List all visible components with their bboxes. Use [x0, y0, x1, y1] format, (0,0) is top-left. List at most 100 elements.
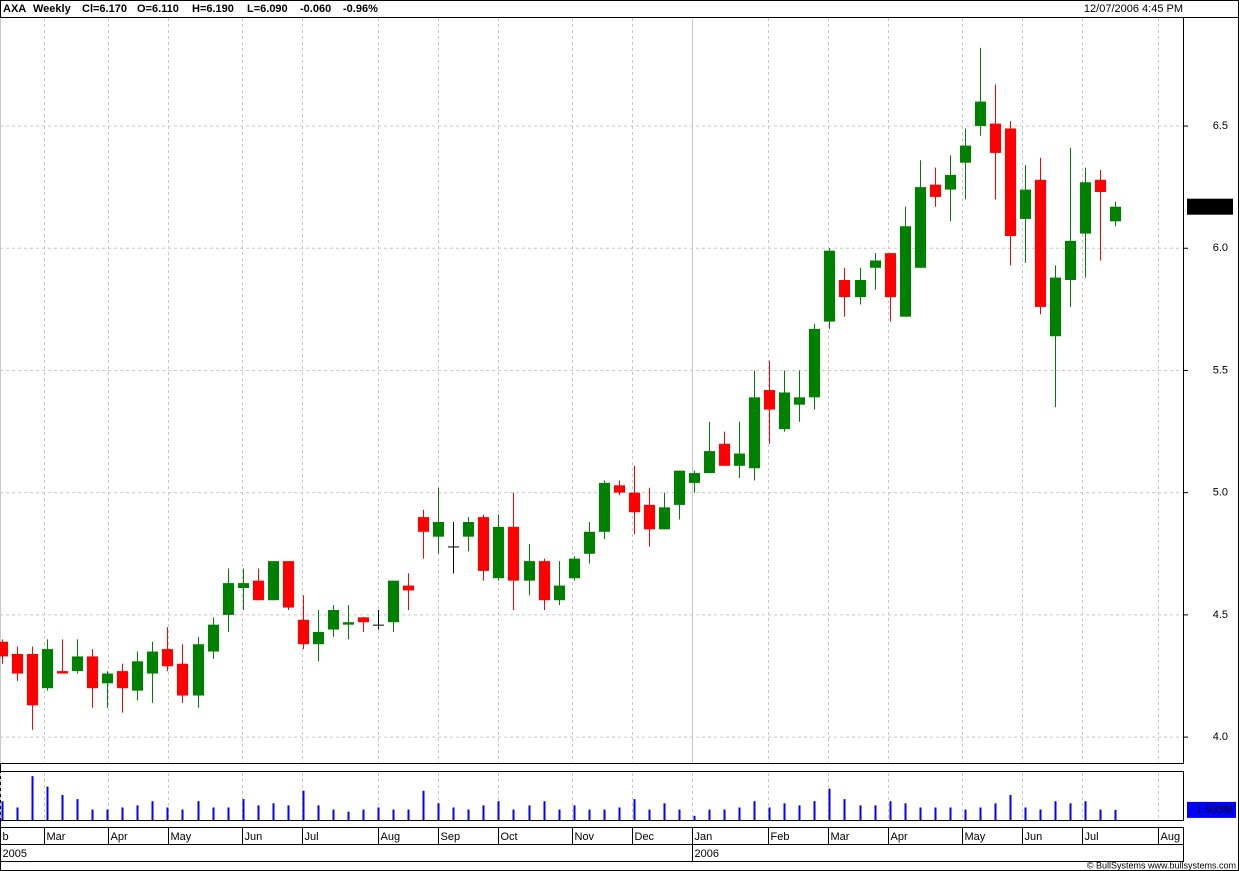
candle-body — [959, 145, 972, 163]
volume-bar — [1024, 807, 1027, 820]
candle-body — [252, 580, 265, 601]
volume-bar — [633, 799, 636, 820]
volume-bar — [347, 811, 350, 820]
volume-bar — [768, 807, 771, 820]
x-tick-label: Mar — [831, 831, 850, 843]
volume-bar — [437, 803, 440, 820]
x-tick-label: Apr — [111, 831, 128, 843]
candle-body — [673, 470, 686, 505]
candle-body — [929, 184, 942, 197]
volume-bar — [889, 801, 892, 820]
volume-bar — [663, 803, 666, 820]
volume-bar — [994, 803, 997, 820]
volume-bar — [332, 809, 335, 820]
volume-bar — [106, 809, 109, 820]
candle-body — [101, 673, 114, 684]
x-tick-label: Feb — [771, 831, 790, 843]
last-price-label: 6.170 — [1200, 201, 1228, 213]
volume-bar — [949, 807, 952, 820]
volume-bar — [227, 807, 230, 820]
candle-body — [974, 101, 987, 127]
volume-bar — [302, 790, 305, 820]
candle-body — [1094, 179, 1107, 193]
x-tick-label: Apr — [891, 831, 908, 843]
candle-body — [1064, 240, 1077, 281]
y-tick-label: 5.5 — [1213, 364, 1228, 376]
volume-bar — [723, 809, 726, 820]
candle-body — [116, 671, 129, 689]
candle-body — [71, 656, 84, 672]
candle-body — [688, 473, 701, 483]
x-tick-label: Aug — [381, 831, 401, 843]
volume-bar — [1054, 801, 1057, 820]
volume-bar — [91, 809, 94, 820]
volume-bar — [317, 805, 320, 820]
volume-bar — [377, 807, 380, 820]
x-tick-label: Mar — [47, 831, 66, 843]
candle-body — [462, 521, 475, 537]
candle-body — [823, 250, 836, 322]
y-tick-label: 4.0 — [1213, 731, 1228, 743]
last-price-box — [1187, 198, 1233, 215]
volume-bar — [934, 807, 937, 820]
candle-body — [989, 123, 1002, 153]
candle-body — [507, 526, 520, 581]
y-tick-label: 4.5 — [1213, 609, 1228, 621]
volume-bar — [979, 807, 982, 820]
volume-bar — [482, 805, 485, 820]
candle-body — [568, 558, 581, 579]
candle-body — [763, 390, 776, 410]
volume-bar — [392, 809, 395, 820]
candle-body — [1079, 182, 1092, 234]
x-tick-label: Jun — [1025, 831, 1043, 843]
candle-body — [1034, 179, 1047, 307]
candle-body — [402, 585, 415, 591]
x-tick-label: May — [965, 831, 986, 843]
x-tick-label: May — [171, 831, 192, 843]
candle-body — [523, 561, 536, 581]
candle-body — [854, 280, 867, 298]
ohlc-field: Cl=6.170 — [82, 3, 127, 15]
candle-body — [778, 392, 791, 430]
candle-body — [387, 580, 400, 623]
candle-body — [733, 453, 746, 466]
volume-bar — [964, 809, 967, 820]
x-tick-label: b — [3, 831, 9, 843]
header: AXA Weekly Cl=6.170 O=6.110 H=6.190 L=6.090 -0… — [3, 3, 1183, 15]
volume-bar — [1114, 809, 1117, 820]
candle-body — [357, 617, 370, 623]
volume-bar — [1, 801, 4, 820]
volume-label: 1.933M — [1196, 804, 1233, 816]
candle-body — [914, 187, 927, 268]
volume-bar — [588, 809, 591, 820]
volume-bar — [603, 809, 606, 820]
candle-body — [26, 653, 39, 706]
volume-bar — [452, 807, 455, 820]
period: Weekly — [33, 3, 72, 15]
volume-bar — [16, 807, 19, 820]
volume-bar — [1084, 801, 1087, 820]
candle-body — [869, 260, 882, 268]
volume-bar — [813, 801, 816, 820]
candle-body — [222, 583, 235, 615]
candle-body — [899, 226, 912, 317]
volume-bar — [467, 809, 470, 820]
candle-body — [161, 649, 174, 667]
volume-bar — [919, 807, 922, 820]
volume-bar — [287, 805, 290, 820]
volume-bar — [197, 801, 200, 820]
ohlc-field: H=6.190 — [192, 3, 234, 15]
candle-body — [312, 631, 325, 645]
symbol: AXA — [3, 3, 26, 15]
x-tick-label: Jan — [695, 831, 713, 843]
candle-body — [267, 561, 280, 601]
candle-body — [432, 521, 445, 537]
volume-bar — [422, 790, 425, 820]
x-tick-label: Jun — [245, 831, 263, 843]
volume-bar — [783, 803, 786, 820]
candle-body — [11, 653, 24, 674]
volume-bar — [1069, 803, 1072, 820]
timestamp: 12/07/2006 4:45 PM — [1084, 3, 1183, 15]
candle-body — [297, 619, 310, 645]
